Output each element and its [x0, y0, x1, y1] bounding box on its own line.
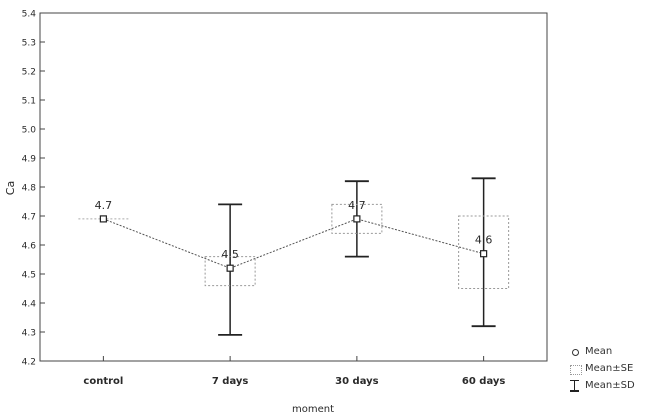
- y-axis-label: Ca: [4, 181, 17, 195]
- mean-series-line: [103, 218, 484, 269]
- y-tick-label: 5.1: [22, 97, 36, 107]
- legend: Mean Mean±SE Mean±SD: [569, 343, 635, 394]
- y-tick-label: 4.9: [22, 155, 37, 165]
- y-tick-label: 4.5: [22, 271, 36, 281]
- mean-value-label: 4.7: [348, 199, 366, 212]
- y-tick-label: 4.7: [22, 213, 36, 223]
- y-tick-label: 5.2: [22, 68, 36, 78]
- x-tick-label: 7 days: [212, 376, 249, 387]
- legend-item-sd: Mean±SD: [569, 377, 635, 394]
- sd-error-bars: [78, 177, 496, 336]
- y-tick-label: 4.8: [22, 184, 37, 194]
- x-tick-label: control: [83, 376, 123, 387]
- legend-label-se: Mean±SE: [585, 363, 634, 374]
- x-tick-label: 60 days: [462, 376, 506, 387]
- se-box: [331, 203, 383, 234]
- mean-point: [480, 250, 488, 258]
- y-tick-label: 5.0: [22, 126, 37, 136]
- mean-points: [99, 215, 488, 272]
- plot-area: [39, 12, 548, 362]
- y-tick-label: 4.3: [22, 329, 36, 339]
- legend-item-mean: Mean: [569, 343, 635, 360]
- mean-point: [226, 264, 234, 272]
- x-axis-label: moment: [292, 404, 334, 415]
- x-axis: control 7 days 30 days 60 days: [83, 356, 505, 387]
- circle-marker-icon: [569, 346, 583, 358]
- se-box: [458, 215, 510, 289]
- mean-point: [353, 215, 361, 223]
- whisker-marker-icon: [569, 379, 583, 392]
- mean-labels: 4.7 4.5 4.7 4.6: [95, 199, 493, 261]
- mean-value-label: 4.5: [221, 248, 239, 261]
- y-tick-label: 5.3: [22, 39, 36, 49]
- box-marker-icon: [569, 363, 583, 375]
- y-axis: 4.2 4.3 4.4 4.5 4.6 4.7 4.8 4.9 5.0 5.1 5.2 5.3 5.4: [22, 10, 45, 368]
- y-tick-label: 4.4: [22, 300, 37, 310]
- mean-point: [99, 215, 107, 223]
- se-boxes: [204, 203, 510, 289]
- legend-item-se: Mean±SE: [569, 360, 635, 377]
- legend-label-sd: Mean±SD: [585, 380, 635, 391]
- se-box: [204, 256, 256, 287]
- y-tick-label: 5.4: [22, 10, 37, 20]
- legend-label-mean: Mean: [585, 346, 613, 357]
- y-tick-label: 4.6: [22, 242, 37, 252]
- x-tick-label: 30 days: [335, 376, 379, 387]
- mean-value-label: 4.6: [475, 234, 493, 247]
- y-tick-label: 4.2: [22, 358, 36, 368]
- mean-value-label: 4.7: [95, 199, 113, 212]
